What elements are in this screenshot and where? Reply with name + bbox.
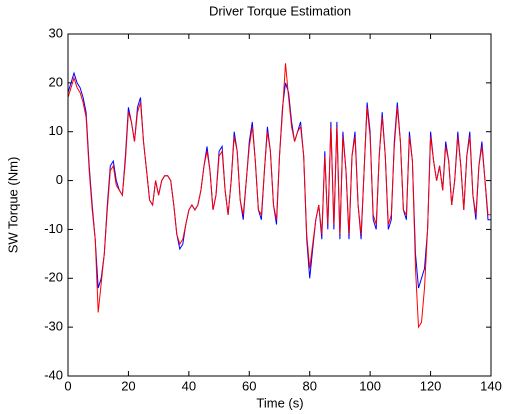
chart-title: Driver Torque Estimation	[209, 3, 351, 18]
x-tick-label: 140	[480, 378, 502, 393]
x-tick-label: 80	[302, 378, 316, 393]
x-tick-label: 20	[121, 378, 135, 393]
x-tick-label: 0	[64, 378, 71, 393]
y-tick-label: 30	[49, 25, 63, 40]
y-tick-label: 20	[49, 74, 63, 89]
y-tick-label: -10	[44, 221, 63, 236]
x-tick-label: 100	[359, 378, 381, 393]
y-tick-label: -30	[44, 319, 63, 334]
y-tick-label: 0	[56, 172, 63, 187]
x-tick-label: 40	[182, 378, 196, 393]
y-tick-label: 10	[49, 123, 63, 138]
x-axis-label: Time (s)	[256, 395, 303, 410]
y-tick-label: -20	[44, 270, 63, 285]
data-line	[67, 63, 491, 329]
y-tick-label: -40	[44, 367, 63, 382]
y-axis-label: SW Torque (Nm)	[5, 157, 20, 254]
plot-frame	[67, 33, 492, 377]
x-tick-label: 60	[242, 378, 256, 393]
x-tick-label: 120	[420, 378, 442, 393]
